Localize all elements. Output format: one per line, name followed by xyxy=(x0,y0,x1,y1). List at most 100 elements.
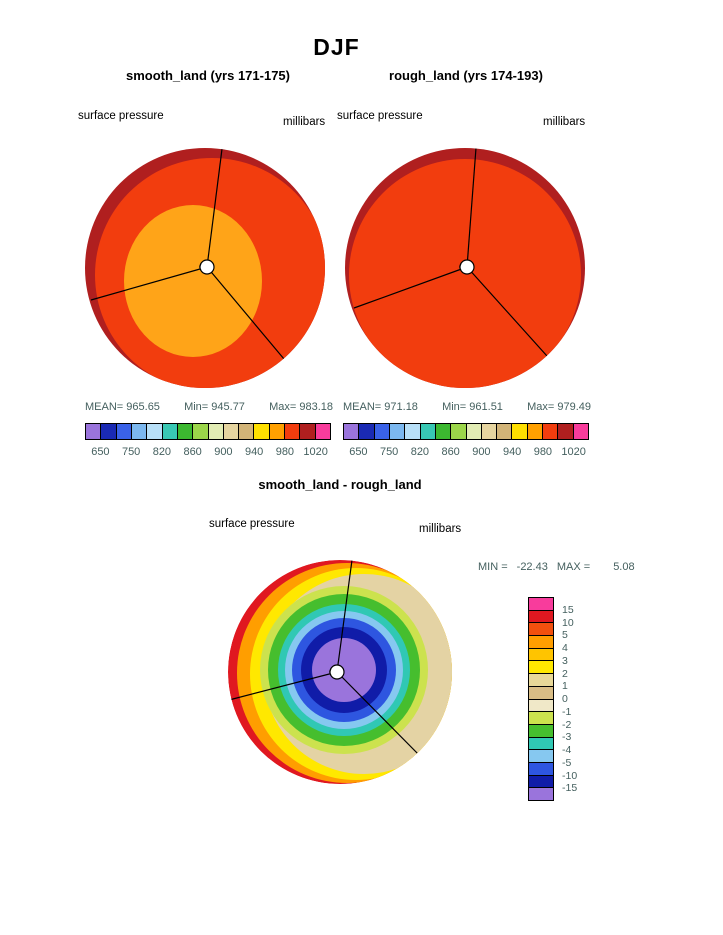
colorbar-cell xyxy=(528,597,554,611)
diff-max-label: MAX = xyxy=(556,561,591,573)
units-label-diff: millibars xyxy=(419,523,462,535)
colorbar-cell xyxy=(528,609,554,624)
pole-coastline xyxy=(329,668,332,676)
colorbar-tick-label: 940 xyxy=(502,446,522,458)
colorbar-cell xyxy=(253,423,270,440)
colorbar-cell xyxy=(343,423,360,440)
colorbar-cell xyxy=(207,423,224,440)
colorbar-tick-label: 5 xyxy=(562,629,568,642)
colorbar-cell xyxy=(528,774,554,789)
meridian-line xyxy=(228,671,338,701)
colorbar-tick-label: 980 xyxy=(533,446,553,458)
colorbar-left-ticks: 650 750 820 860 900 940 980 1020 xyxy=(85,446,331,459)
colorbar-tick-label: -2 xyxy=(562,718,572,731)
colorbar-cell xyxy=(299,423,316,440)
stat-mean: MEAN= 971.18 xyxy=(343,401,418,413)
colorbar-cell xyxy=(496,423,513,440)
colorbar-tick-label: 750 xyxy=(379,446,399,458)
stat-max: Max= 979.49 xyxy=(527,401,591,413)
colorbar-tick-label: 1 xyxy=(562,680,568,693)
variable-label-right: surface pressure xyxy=(337,110,423,122)
colorbar-cell xyxy=(528,685,554,700)
panel-right-title: rough_land (yrs 174-193) xyxy=(389,68,543,83)
pole-coastline xyxy=(459,263,462,271)
colorbar-tick-label: -4 xyxy=(562,744,572,756)
colorbar-cell xyxy=(100,423,117,440)
colorbar-left xyxy=(85,423,331,440)
pressure-field xyxy=(349,159,581,388)
page-title: DJF xyxy=(313,34,360,60)
colorbar-cell xyxy=(528,673,554,687)
map-rough-land xyxy=(345,148,585,388)
diff-min-label: MIN = xyxy=(478,561,508,573)
colorbar-tick-label: 10 xyxy=(562,616,574,629)
stat-min: Min= 961.51 xyxy=(442,401,503,413)
colorbar-tick-label: -1 xyxy=(562,705,572,718)
colorbar-cell xyxy=(511,423,528,440)
colorbar-cell xyxy=(528,723,554,738)
colorbar-difference xyxy=(528,597,554,801)
colorbar-tick-label: -15 xyxy=(562,782,578,795)
meridian-line xyxy=(466,148,477,268)
colorbar-cell xyxy=(238,423,255,440)
stat-max: Max= 983.18 xyxy=(269,401,333,413)
diff-minmax: MIN = -22.43 MAX = 5.08 xyxy=(478,561,635,573)
colorbar-difference-ticks: 15 10 5 4 3 2 1 0 -1 -2 -3 -4 -5 -10 -15 xyxy=(562,597,596,801)
colorbar-cell xyxy=(434,423,452,440)
colorbar-tick-label: 4 xyxy=(562,642,568,654)
colorbar-tick-label: 940 xyxy=(244,446,264,458)
pole-marker xyxy=(329,664,345,680)
colorbar-cell xyxy=(146,423,163,440)
meridian-line xyxy=(336,560,353,673)
colorbar-cell xyxy=(419,423,436,440)
colorbar-tick-label: -5 xyxy=(562,756,572,769)
meridian-line xyxy=(466,266,548,357)
colorbar-cell xyxy=(528,787,554,801)
colorbar-tick-label: 980 xyxy=(275,446,295,458)
colorbar-tick-label: 15 xyxy=(562,603,574,616)
colorbar-cell xyxy=(528,761,554,776)
diff-max-value: 5.08 xyxy=(613,561,635,573)
low-pressure-region xyxy=(124,205,262,357)
colorbar-tick-label: 820 xyxy=(152,446,172,458)
colorbar-right-ticks: 650 750 820 860 900 940 980 1020 xyxy=(343,446,589,459)
colorbar-cell xyxy=(528,698,554,713)
stats-left: MEAN= 965.65 Min= 945.77 Max= 983.18 xyxy=(85,401,333,413)
meridian-line xyxy=(336,671,425,761)
stats-right: MEAN= 971.18 Min= 961.51 Max= 979.49 xyxy=(343,401,591,413)
colorbar-cell xyxy=(130,423,148,440)
meridian-line xyxy=(90,266,208,301)
meridian-line xyxy=(206,266,285,360)
map-difference xyxy=(228,560,452,784)
colorbar-cell xyxy=(465,423,482,440)
colorbar-cell xyxy=(528,749,554,763)
colorbar-cell xyxy=(404,423,421,440)
variable-label-left: surface pressure xyxy=(78,110,164,122)
colorbar-cell xyxy=(85,423,102,440)
colorbar-cell xyxy=(557,423,574,440)
colorbar-tick-label: 820 xyxy=(410,446,430,458)
colorbar-tick-label: 750 xyxy=(121,446,141,458)
colorbar-tick-label: 650 xyxy=(349,446,368,458)
variable-label-diff: surface pressure xyxy=(209,518,295,530)
colorbar-cell xyxy=(284,423,301,440)
pole-marker xyxy=(459,259,475,275)
colorbar-cell xyxy=(528,736,554,751)
colorbar-cell xyxy=(358,423,375,440)
colorbar-tick-label: 2 xyxy=(562,667,568,680)
colorbar-right xyxy=(343,423,589,440)
colorbar-cell xyxy=(115,423,132,440)
map-smooth-land xyxy=(85,148,325,388)
colorbar-cell xyxy=(528,660,554,675)
colorbar-cell xyxy=(528,647,554,662)
colorbar-tick-label: 860 xyxy=(183,446,202,458)
colorbar-tick-label: -3 xyxy=(562,731,572,744)
colorbar-cell xyxy=(528,635,554,649)
colorbar-cell xyxy=(528,622,554,637)
colorbar-cell xyxy=(528,711,554,725)
colorbar-cell xyxy=(388,423,406,440)
colorbar-tick-label: 860 xyxy=(441,446,460,458)
pole-coastline xyxy=(199,263,202,271)
colorbar-cell xyxy=(572,423,589,440)
